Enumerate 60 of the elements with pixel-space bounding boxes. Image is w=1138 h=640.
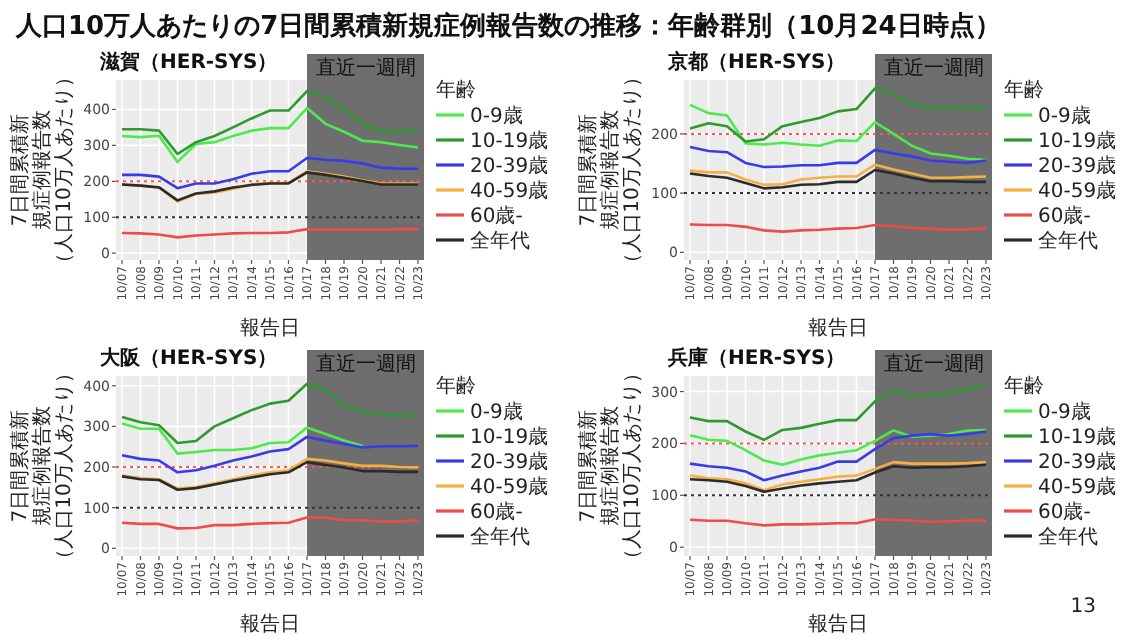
legend-label: 10-19歳 — [1038, 129, 1117, 153]
line-series — [120, 422, 364, 455]
legend-label: 60歳- — [1038, 500, 1092, 524]
legend-title: 年齢 — [1004, 78, 1044, 102]
text: 13 — [1070, 596, 1096, 618]
legend-label: 全年代 — [1038, 229, 1098, 253]
legend-label: 10-19歳 — [470, 129, 549, 153]
legend-label: 全年代 — [470, 525, 530, 549]
legend-title: 年齢 — [1004, 374, 1044, 398]
chart-title: 滋賀（HER-SYS） — [98, 50, 278, 74]
legend-label: 40-59歳 — [470, 475, 549, 499]
line-series — [688, 383, 988, 442]
band-label: 直近一週間 — [883, 352, 984, 376]
legend-label: 0-9歳 — [1038, 104, 1091, 128]
legend-label: 60歳- — [470, 204, 524, 228]
legend-label: 20-39歳 — [1038, 450, 1117, 474]
y-axis-title: 7日間累積新規症例報告数（人口10万人あたり） — [576, 67, 644, 273]
chart-title: 兵庫（HER-SYS） — [666, 346, 846, 370]
x-axis-title: 報告日 — [240, 316, 300, 340]
x-axis-title: 報告日 — [808, 612, 868, 636]
legend-label: 20-39歳 — [1038, 154, 1117, 178]
legend-label: 0-9歳 — [1038, 400, 1091, 424]
text: 人口10万人あたりの7日間累積新規症例報告数の推移：年齢群別（10月24日時点） — [14, 10, 1001, 42]
line-series — [120, 156, 420, 190]
line-series — [120, 382, 420, 445]
legend-label: 全年代 — [470, 229, 530, 253]
line-series — [688, 428, 988, 466]
line-series — [120, 106, 420, 164]
line-series — [688, 430, 988, 482]
band-label: 直近一週間 — [315, 56, 416, 80]
line-series — [688, 163, 988, 187]
legend-label: 0-9歳 — [470, 400, 523, 424]
line-series — [688, 86, 988, 143]
line-series — [688, 168, 988, 190]
x-axis-title: 報告日 — [808, 316, 868, 340]
legend-title: 年齢 — [436, 78, 476, 102]
legend-label: 40-59歳 — [470, 179, 549, 203]
y-axis-title: 7日間累積新規症例報告数（人口10万人あたり） — [8, 67, 76, 273]
line-series — [120, 435, 420, 474]
line-series — [688, 145, 988, 169]
band-label: 直近一週間 — [315, 352, 416, 376]
y-axis-title: 7日間累積新規症例報告数（人口10万人あたり） — [8, 363, 76, 569]
legend-label: 0-9歳 — [470, 104, 523, 128]
legend-label: 20-39歳 — [470, 450, 549, 474]
line-series — [120, 89, 420, 156]
chart-title: 京都（HER-SYS） — [666, 50, 846, 74]
legend-title: 年齢 — [436, 374, 476, 398]
legend-label: 40-59歳 — [1038, 179, 1117, 203]
legend-label: 全年代 — [1038, 525, 1098, 549]
legend-label: 10-19歳 — [470, 425, 549, 449]
band-label: 直近一週間 — [883, 56, 984, 80]
legend-label: 40-59歳 — [1038, 475, 1117, 499]
legend-label: 20-39歳 — [470, 154, 549, 178]
chart-title: 大阪（HER-SYS） — [98, 346, 278, 370]
x-axis-title: 報告日 — [240, 612, 300, 636]
line-series — [688, 103, 988, 162]
legend-label: 60歳- — [470, 500, 524, 524]
y-axis-title: 7日間累積新規症例報告数（人口10万人あたり） — [576, 363, 644, 569]
legend-label: 60歳- — [1038, 204, 1092, 228]
legend-label: 10-19歳 — [1038, 425, 1117, 449]
